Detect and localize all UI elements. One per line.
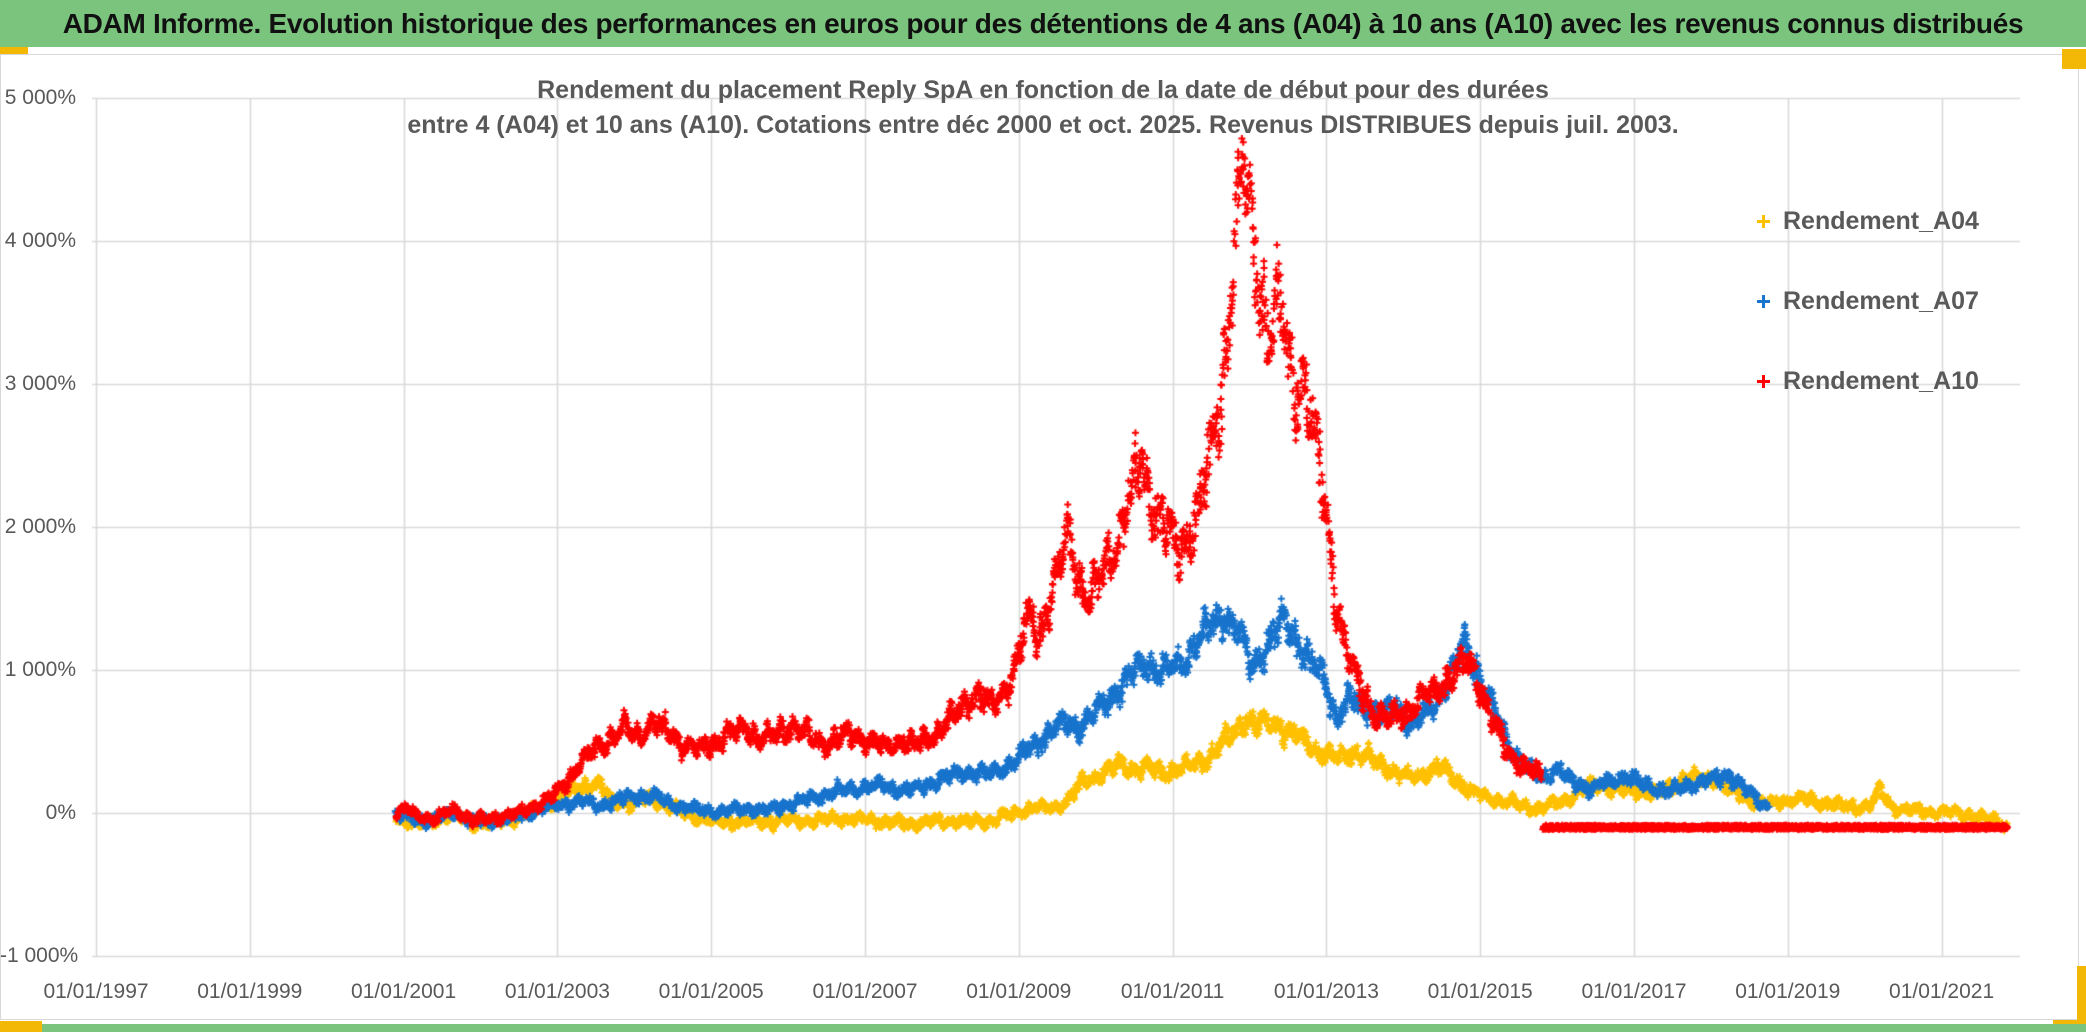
x-tick-label: 01/01/2009 — [966, 980, 1072, 1003]
legend-label: Rendement_A04 — [1783, 207, 1979, 235]
y-tick-label: 5 000% — [4, 86, 76, 109]
y-tick-label: 0% — [45, 801, 76, 824]
x-tick-label: 01/01/2013 — [1273, 980, 1379, 1003]
y-tick-label: 3 000% — [4, 372, 76, 395]
y-tick-label: 4 000% — [4, 229, 76, 252]
chart-title-line2: entre 4 (A04) et 10 ans (A10). Cotations… — [407, 111, 1679, 139]
chart-title-line1: Rendement du placement Reply SpA en fonc… — [537, 76, 1549, 104]
plus-marker-icon — [1756, 294, 1771, 309]
x-tick-label: 01/01/2011 — [1120, 980, 1225, 1003]
x-tick-label: 01/01/2017 — [1581, 980, 1687, 1003]
x-tick-label: 01/01/2007 — [812, 980, 918, 1003]
x-tick-label: 01/01/2015 — [1427, 980, 1533, 1003]
legend-label: Rendement_A10 — [1783, 367, 1979, 395]
legend-item-a07[interactable]: Rendement_A07 — [1756, 286, 1979, 317]
plus-marker-icon — [1756, 374, 1771, 389]
legend: Rendement_A04 Rendement_A07 Rendement_A1… — [1756, 206, 1979, 397]
x-tick-label: 01/01/2021 — [1889, 980, 1995, 1003]
y-tick-label: -1 000% — [0, 944, 79, 967]
x-tick-label: 01/01/1997 — [43, 980, 149, 1003]
x-tick-label: 01/01/2005 — [658, 980, 764, 1003]
x-tick-label: 01/01/1999 — [197, 980, 303, 1003]
plus-marker-icon — [1756, 214, 1771, 229]
x-tick-label: 01/01/2019 — [1735, 980, 1841, 1003]
legend-item-a10[interactable]: Rendement_A10 — [1756, 366, 1979, 397]
legend-label: Rendement_A07 — [1783, 287, 1979, 315]
x-tick-label: 01/01/2001 — [351, 980, 457, 1003]
x-tick-label: 01/01/2003 — [504, 980, 610, 1003]
y-tick-label: 1 000% — [4, 658, 76, 681]
legend-item-a04[interactable]: Rendement_A04 — [1756, 206, 1979, 237]
y-tick-label: 2 000% — [4, 515, 76, 538]
